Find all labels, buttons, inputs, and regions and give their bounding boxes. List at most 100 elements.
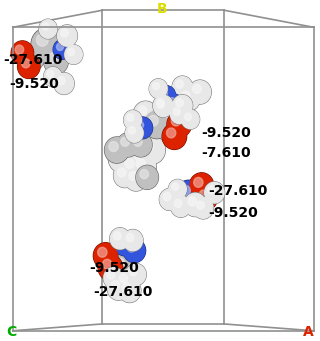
Circle shape [123, 141, 133, 152]
Circle shape [204, 182, 225, 204]
Text: -9.520: -9.520 [90, 261, 139, 275]
Circle shape [93, 243, 118, 269]
Circle shape [53, 40, 72, 59]
Circle shape [128, 127, 135, 134]
Circle shape [114, 164, 136, 188]
Circle shape [162, 107, 171, 117]
Circle shape [126, 264, 146, 285]
Circle shape [123, 229, 143, 251]
Circle shape [140, 137, 164, 163]
Circle shape [124, 111, 141, 129]
Circle shape [194, 177, 203, 187]
Circle shape [157, 103, 182, 129]
Text: -27.610: -27.610 [93, 284, 152, 299]
Circle shape [44, 48, 68, 74]
Circle shape [125, 159, 134, 168]
Circle shape [171, 195, 191, 217]
Circle shape [133, 101, 158, 127]
Circle shape [163, 192, 171, 201]
Circle shape [168, 112, 191, 137]
Circle shape [132, 155, 156, 179]
Circle shape [157, 86, 176, 105]
Circle shape [119, 279, 140, 302]
Circle shape [193, 84, 201, 93]
Circle shape [94, 243, 117, 268]
Circle shape [194, 198, 213, 218]
Circle shape [143, 141, 154, 152]
Circle shape [32, 29, 61, 60]
Circle shape [172, 183, 179, 190]
Circle shape [150, 79, 167, 98]
Circle shape [172, 95, 193, 117]
Circle shape [178, 87, 200, 111]
Circle shape [130, 133, 152, 157]
Circle shape [115, 269, 138, 293]
Circle shape [195, 186, 218, 210]
Circle shape [176, 99, 184, 107]
Circle shape [103, 243, 127, 269]
Circle shape [173, 77, 192, 97]
Circle shape [165, 94, 184, 114]
Circle shape [121, 137, 129, 146]
Circle shape [107, 276, 130, 300]
Circle shape [170, 189, 179, 199]
Text: -27.610: -27.610 [208, 184, 268, 198]
Circle shape [103, 267, 124, 289]
Circle shape [114, 232, 136, 256]
Circle shape [158, 86, 175, 105]
Circle shape [56, 43, 63, 50]
Circle shape [130, 134, 151, 156]
Circle shape [99, 255, 122, 280]
Circle shape [154, 98, 172, 117]
Circle shape [157, 101, 164, 108]
Circle shape [123, 239, 146, 263]
Circle shape [205, 182, 224, 203]
Circle shape [47, 70, 54, 78]
Circle shape [118, 279, 141, 302]
Circle shape [160, 89, 167, 97]
Circle shape [113, 149, 123, 160]
Circle shape [117, 236, 126, 245]
Circle shape [105, 137, 129, 163]
Circle shape [181, 91, 190, 100]
Circle shape [54, 40, 71, 59]
Circle shape [129, 267, 137, 276]
Circle shape [15, 45, 24, 54]
Circle shape [166, 128, 176, 138]
Circle shape [104, 243, 127, 268]
Text: -7.610: -7.610 [202, 146, 251, 161]
Circle shape [169, 180, 186, 198]
Text: B: B [156, 1, 167, 16]
Circle shape [184, 193, 206, 217]
Circle shape [132, 154, 156, 180]
Circle shape [126, 124, 143, 142]
Circle shape [98, 247, 107, 257]
Circle shape [196, 201, 204, 209]
Circle shape [119, 273, 128, 283]
Circle shape [57, 76, 65, 85]
Circle shape [166, 95, 183, 113]
Circle shape [176, 181, 201, 208]
Circle shape [132, 117, 153, 139]
Circle shape [168, 179, 187, 199]
Circle shape [31, 28, 62, 61]
Circle shape [39, 19, 57, 39]
Circle shape [112, 254, 134, 278]
Circle shape [159, 189, 180, 210]
Circle shape [65, 45, 82, 64]
Circle shape [160, 189, 179, 210]
Circle shape [136, 121, 144, 129]
Circle shape [113, 232, 121, 240]
Circle shape [125, 123, 144, 143]
Circle shape [126, 233, 134, 242]
Circle shape [153, 95, 173, 117]
Circle shape [155, 98, 172, 117]
Circle shape [208, 186, 216, 194]
Circle shape [44, 67, 62, 87]
Circle shape [121, 154, 145, 180]
Circle shape [167, 112, 191, 137]
Circle shape [125, 168, 147, 190]
Circle shape [137, 166, 158, 189]
Circle shape [149, 79, 168, 99]
Circle shape [114, 164, 135, 187]
